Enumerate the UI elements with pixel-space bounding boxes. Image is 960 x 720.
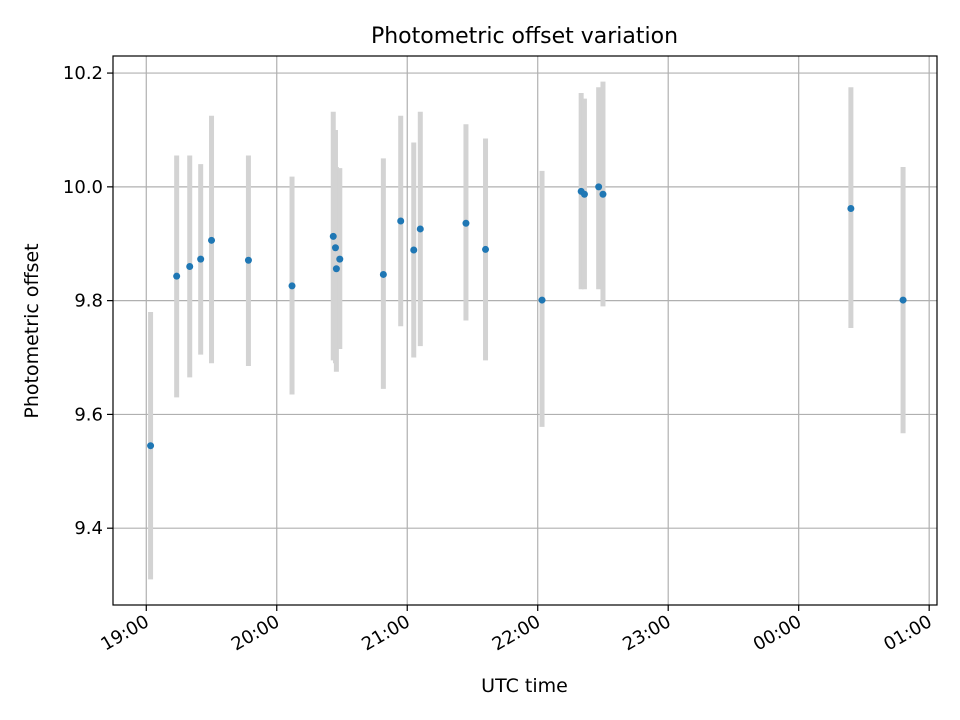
x-tick-label: 19:00 (97, 611, 152, 655)
data-point (580, 190, 588, 198)
y-axis-label: Photometric offset (21, 243, 43, 418)
data-point (208, 236, 216, 244)
data-point (329, 232, 337, 240)
data-point (410, 246, 418, 254)
data-point (379, 270, 387, 278)
y-tick-label: 9.6 (74, 404, 103, 425)
y-tick-label: 9.4 (74, 518, 103, 539)
data-point (244, 256, 252, 264)
data-point (899, 296, 907, 304)
data-point (847, 204, 855, 212)
data-point (288, 282, 296, 290)
grid-lines (113, 56, 937, 605)
x-tick-label: 22:00 (489, 611, 544, 655)
data-point (331, 244, 339, 252)
x-tick-label: 23:00 (619, 611, 674, 655)
data-point (336, 255, 344, 263)
data-point (186, 262, 194, 270)
data-point (599, 190, 607, 198)
plot-frame (112, 55, 938, 606)
y-tick-label: 10.0 (63, 177, 103, 198)
data-point (482, 245, 490, 253)
data-point (332, 265, 340, 273)
data-point (595, 183, 603, 191)
y-tick-label: 9.8 (74, 291, 103, 312)
data-point (462, 219, 470, 227)
y-tick-label: 10.2 (63, 63, 103, 84)
data-point (197, 255, 205, 263)
data-point (173, 272, 181, 280)
x-axis-ticks: 19:00 20:00 21:00 22:00 23:00 00:00 01:00 (97, 605, 936, 655)
data-point (538, 296, 546, 304)
data-point (147, 442, 155, 450)
x-tick-label: 21:00 (358, 611, 413, 655)
x-tick-label: 00:00 (750, 611, 805, 655)
error-bars (148, 81, 906, 580)
x-tick-label: 20:00 (228, 611, 283, 655)
x-tick-label: 01:00 (880, 611, 935, 655)
chart-title: Photometric offset variation (371, 24, 678, 49)
data-points (147, 183, 907, 450)
data-point (416, 225, 424, 233)
data-point (397, 217, 405, 225)
x-axis-label: UTC time (481, 675, 568, 697)
y-axis-ticks: 9.4 9.6 9.8 10.0 10.2 (63, 63, 113, 539)
